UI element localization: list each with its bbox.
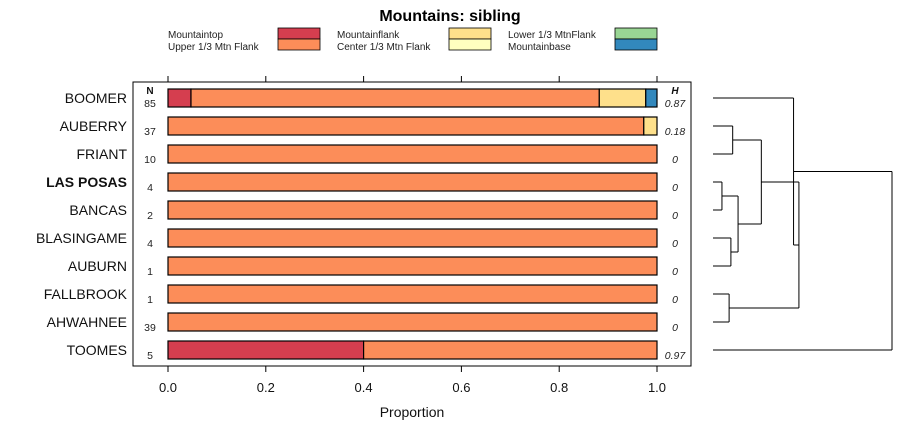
h-value: 0 xyxy=(672,210,678,222)
legend-label: Lower 1/3 MtnFlank xyxy=(508,30,597,41)
x-tick-label: 0.6 xyxy=(452,380,470,395)
n-value: 4 xyxy=(147,238,153,250)
n-value: 5 xyxy=(147,350,153,362)
row-label: BOOMER xyxy=(65,90,127,106)
x-tick-label: 0.8 xyxy=(550,380,568,395)
row-label: FALLBROOK xyxy=(44,286,128,302)
h-value: 0 xyxy=(672,322,678,334)
h-value: 0.87 xyxy=(665,98,687,110)
h-value: 0.18 xyxy=(665,126,686,138)
n-value: 1 xyxy=(147,266,153,278)
legend-swatch xyxy=(277,27,321,40)
bar-segment xyxy=(643,116,658,136)
bar-segment xyxy=(363,340,658,360)
x-tick-label: 0.2 xyxy=(257,380,275,395)
row-label: BANCAS xyxy=(69,202,127,218)
plot-frame xyxy=(132,81,692,367)
row-label: LAS POSAS xyxy=(46,174,127,190)
h-value: 0 xyxy=(672,294,678,306)
x-tick-label: 1.0 xyxy=(648,380,666,395)
h-value: 0 xyxy=(672,182,678,194)
n-value: 10 xyxy=(144,154,156,166)
legend-swatch xyxy=(448,38,492,51)
n-value: 39 xyxy=(144,322,156,334)
bar-segment xyxy=(167,116,645,136)
h-value: 0 xyxy=(672,154,678,166)
legend-swatch xyxy=(277,38,321,51)
row-label: AUBERRY xyxy=(60,118,128,134)
bar-segment xyxy=(167,144,658,164)
bar-segment xyxy=(167,172,658,192)
n-value: 4 xyxy=(147,182,153,194)
row-label: AHWAHNEE xyxy=(47,314,127,330)
bar-segment xyxy=(167,228,658,248)
legend-label: Mountainflank xyxy=(337,30,400,41)
row-label: AUBURN xyxy=(68,258,127,274)
bar-segment xyxy=(167,312,658,332)
n-value: 1 xyxy=(147,294,153,306)
bar-segment xyxy=(167,88,192,108)
n-value: 37 xyxy=(144,126,156,138)
h-value: 0 xyxy=(672,238,678,250)
legend-swatch xyxy=(614,27,658,40)
legend-label: Mountainbase xyxy=(508,42,571,53)
bar-segment xyxy=(645,88,658,108)
h-value: 0.97 xyxy=(665,350,687,362)
bar-segment xyxy=(167,284,658,304)
legend-label: Upper 1/3 Mtn Flank xyxy=(168,42,260,53)
legend-swatch xyxy=(614,38,658,51)
h-value: 0 xyxy=(672,266,678,278)
chart-title: Mountains: sibling xyxy=(379,8,520,25)
x-axis-title: Proportion xyxy=(380,404,445,420)
row-label: FRIANT xyxy=(76,146,127,162)
bar-segment xyxy=(167,200,658,220)
x-axis: 0.0 0.2 0.4 0.6 0.8 1.0 xyxy=(159,76,666,395)
h-header: H xyxy=(671,86,679,97)
bar-segment xyxy=(190,88,600,108)
n-header: N xyxy=(146,86,153,97)
legend-label: Center 1/3 Mtn Flank xyxy=(337,42,431,53)
bar-segment xyxy=(167,340,365,360)
n-value: 2 xyxy=(147,210,153,222)
legend-label: Mountaintop xyxy=(168,30,223,41)
n-value: 85 xyxy=(144,98,156,110)
x-tick-label: 0.0 xyxy=(159,380,177,395)
x-tick-label: 0.4 xyxy=(355,380,373,395)
legend-swatch xyxy=(448,27,492,40)
row-label: TOOMES xyxy=(67,342,127,358)
bar-segment xyxy=(167,256,658,276)
row-label: BLASINGAME xyxy=(36,230,127,246)
bar-segment xyxy=(598,88,647,108)
dendrogram xyxy=(713,97,893,351)
